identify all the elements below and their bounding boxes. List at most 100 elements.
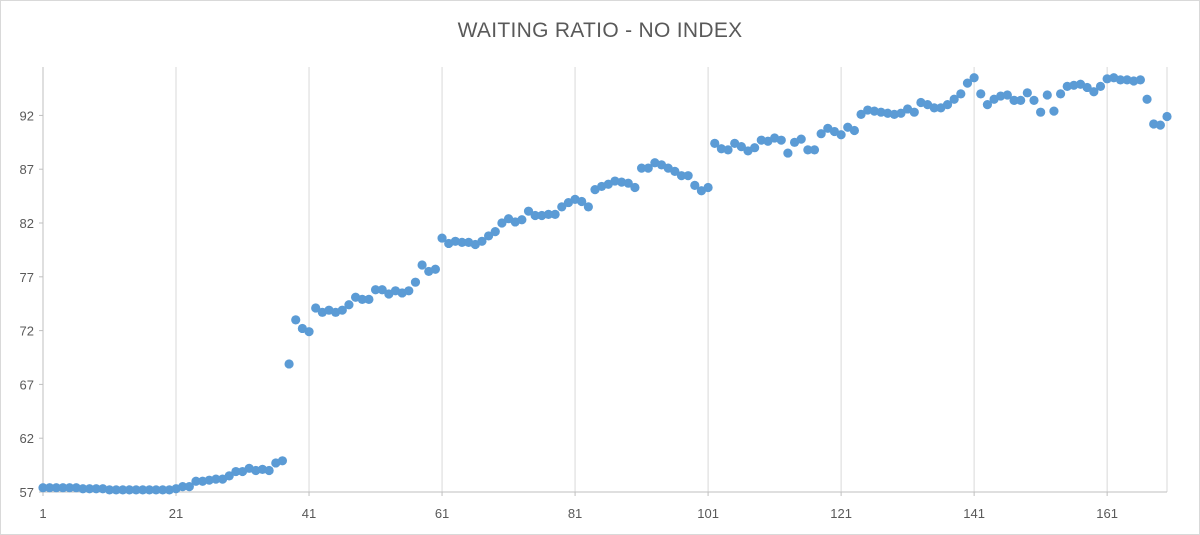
data-point-1 (38, 483, 48, 493)
data-point-166 (1135, 75, 1145, 85)
data-point-99 (690, 180, 700, 190)
data-point-149 (1022, 88, 1032, 98)
data-point-23 (184, 482, 194, 492)
data-point-121 (836, 130, 846, 140)
data-point-19 (158, 485, 168, 495)
data-point-101 (703, 182, 713, 193)
data-point-17 (144, 485, 155, 495)
data-point-150 (1029, 95, 1039, 105)
data-point-30 (231, 466, 241, 477)
data-point-115 (796, 134, 806, 144)
data-point-75 (530, 210, 540, 221)
data-point-38 (284, 359, 294, 369)
data-point-52 (377, 285, 387, 295)
data-point-79 (557, 202, 567, 212)
x-tick-label-141: 141 (963, 506, 985, 521)
data-point-9 (91, 484, 101, 494)
data-point-141 (969, 73, 979, 83)
data-point-18 (151, 485, 161, 495)
data-point-15 (131, 485, 141, 495)
data-point-118 (816, 129, 826, 139)
data-point-46 (337, 305, 347, 315)
data-point-96 (670, 166, 680, 176)
data-point-135 (929, 103, 939, 113)
data-point-4 (58, 483, 68, 493)
y-tick-label-67: 67 (20, 377, 34, 392)
data-point-106 (736, 142, 746, 152)
data-point-160 (1095, 81, 1106, 91)
data-point-163 (1115, 75, 1126, 85)
data-point-91 (636, 163, 647, 173)
data-point-11 (104, 485, 115, 495)
data-point-159 (1089, 87, 1099, 97)
data-point-78 (550, 209, 560, 220)
data-point-68 (484, 231, 494, 241)
x-axis-tick-labels: 1 21 41 61 81 101 121 141 161 (39, 506, 1118, 521)
data-point-12 (111, 485, 121, 495)
data-point-108 (750, 143, 760, 153)
data-point-123 (849, 125, 860, 136)
data-point-90 (630, 182, 640, 193)
data-point-143 (982, 100, 993, 110)
data-point-117 (809, 145, 820, 155)
x-tick-label-101: 101 (697, 506, 719, 521)
x-tick-label-41: 41 (302, 506, 316, 521)
data-point-158 (1082, 82, 1092, 93)
data-point-56 (404, 286, 414, 296)
data-point-153 (1049, 106, 1059, 116)
data-point-42 (311, 303, 321, 313)
data-point-39 (291, 315, 301, 325)
axes (39, 67, 1167, 496)
data-point-67 (477, 236, 487, 246)
data-point-64 (457, 237, 467, 247)
data-point-29 (224, 471, 234, 481)
data-point-139 (956, 89, 966, 99)
data-point-148 (1016, 95, 1026, 105)
data-point-69 (490, 227, 500, 237)
data-point-83 (583, 202, 593, 212)
data-point-98 (683, 171, 693, 181)
x-tick-label-121: 121 (830, 506, 852, 521)
x-tick-label-81: 81 (568, 506, 582, 521)
x-tick-label-1: 1 (39, 506, 46, 521)
data-point-58 (417, 260, 427, 270)
data-point-112 (776, 135, 786, 145)
data-point-50 (364, 294, 374, 305)
data-point-140 (962, 78, 973, 88)
data-point-113 (783, 148, 793, 158)
data-point-77 (543, 209, 554, 220)
data-point-7 (78, 484, 88, 494)
data-point-97 (676, 171, 687, 181)
data-point-151 (1036, 107, 1046, 117)
data-point-47 (344, 300, 354, 310)
data-point-27 (211, 474, 221, 484)
y-axis-tick-labels: 57 62 67 72 77 82 87 92 (20, 108, 34, 500)
data-point-49 (357, 294, 367, 305)
data-point-132 (909, 107, 919, 117)
data-point-116 (803, 145, 813, 155)
y-tick-label-72: 72 (20, 324, 34, 339)
data-point-89 (623, 178, 633, 188)
data-point-16 (138, 485, 148, 495)
data-point-8 (84, 484, 95, 494)
data-point-124 (856, 109, 866, 119)
y-tick-label-77: 77 (20, 270, 34, 285)
data-point-41 (304, 327, 314, 337)
data-point-138 (949, 94, 959, 104)
data-points (38, 73, 1172, 495)
y-tick-label-92: 92 (20, 108, 34, 123)
y-tick-label-82: 82 (20, 216, 34, 231)
data-point-51 (370, 285, 381, 295)
data-point-137 (942, 100, 953, 110)
data-point-167 (1142, 94, 1152, 104)
data-point-82 (577, 196, 587, 207)
data-point-35 (264, 465, 274, 476)
data-point-154 (1055, 89, 1066, 99)
y-tick-label-87: 87 (20, 162, 34, 177)
data-point-92 (643, 163, 653, 173)
data-point-170 (1162, 111, 1172, 122)
y-tick-label-57: 57 (20, 485, 34, 500)
data-point-142 (976, 89, 986, 99)
